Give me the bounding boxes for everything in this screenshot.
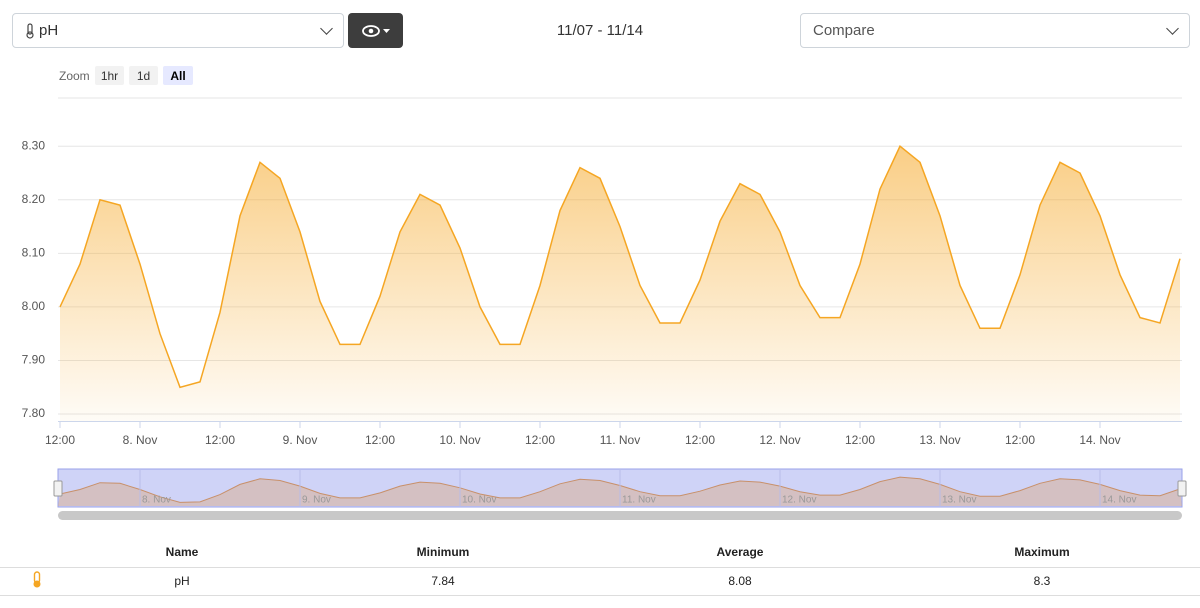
parameter-select[interactable]: pH: [12, 13, 344, 48]
table-divider: [0, 595, 1200, 596]
line: [59, 145, 1181, 389]
navigator-tick-label: 13. Nov: [942, 495, 976, 506]
navigator-tick-label: 14. Nov: [1102, 495, 1136, 506]
x-tick-label: 12:00: [45, 433, 75, 447]
area: [60, 146, 1180, 421]
y-tick-label: 8.10: [22, 246, 46, 260]
table-cell: 8.3: [1033, 574, 1051, 588]
x-tick-label: 12:00: [365, 433, 395, 447]
x-tick-label: 13. Nov: [919, 433, 960, 447]
zoom-label: Zoom: [59, 69, 90, 83]
navigator-tick-label: 8. Nov: [142, 495, 171, 506]
x-tick-label: 12. Nov: [759, 433, 800, 447]
table-divider: [0, 567, 1200, 568]
date-range: 11/07 - 11/14: [556, 22, 644, 39]
x-tick-label: 12:00: [1005, 433, 1035, 447]
y-tick-label: 7.90: [22, 353, 46, 367]
y-tick-label: 8.20: [22, 192, 46, 206]
visibility-button[interactable]: [348, 13, 403, 48]
navigator-tick-label: 10. Nov: [462, 495, 496, 506]
y-tick-label: 7.80: [22, 406, 46, 420]
x-tick-label: 12:00: [685, 433, 715, 447]
navigator-handle: [53, 480, 63, 497]
table-header: Maximum: [1014, 545, 1070, 559]
thermometer-icon: [26, 22, 34, 39]
row-icon: [33, 571, 41, 588]
x-tick-label: 10. Nov: [439, 433, 480, 447]
scrollbar: [58, 511, 1182, 520]
zoom-button[interactable]: 1d: [129, 66, 158, 85]
zoom-button[interactable]: All: [163, 66, 193, 85]
x-tick-label: 12:00: [845, 433, 875, 447]
chart: 7.80 7.90 8.00 8.10 8.20 8.30 12:00 8. Nov 12:00…: [22, 97, 1187, 520]
compare-placeholder: Compare: [813, 22, 875, 39]
x-tick-label: 14. Nov: [1079, 433, 1120, 447]
y-tick-label: 8.00: [22, 299, 46, 313]
x-tick-label: 8. Nov: [123, 433, 158, 447]
zoom-button[interactable]: 1hr: [95, 66, 124, 85]
eye-icon: [361, 24, 390, 37]
parameter-value: pH: [39, 22, 59, 39]
table-cell: 8.08: [728, 574, 752, 588]
table-header: Average: [716, 545, 764, 559]
table-header: Minimum: [416, 545, 470, 559]
x-tick-label: 12:00: [525, 433, 555, 447]
y-tick-label: 8.30: [22, 138, 46, 152]
navigator-tick-label: 11. Nov: [622, 495, 656, 506]
x-tick-label: 12:00: [205, 433, 235, 447]
navigator-tick-label: 9. Nov: [302, 495, 331, 506]
navigator-handle: [1177, 480, 1187, 497]
x-tick-label: 9. Nov: [283, 433, 318, 447]
table-header: Name: [165, 545, 199, 559]
table-cell: 7.84: [431, 574, 455, 588]
compare-select[interactable]: Compare: [800, 13, 1190, 48]
table-cell: pH: [174, 574, 190, 588]
navigator-tick-label: 12. Nov: [782, 495, 816, 506]
x-tick-label: 11. Nov: [600, 433, 640, 447]
